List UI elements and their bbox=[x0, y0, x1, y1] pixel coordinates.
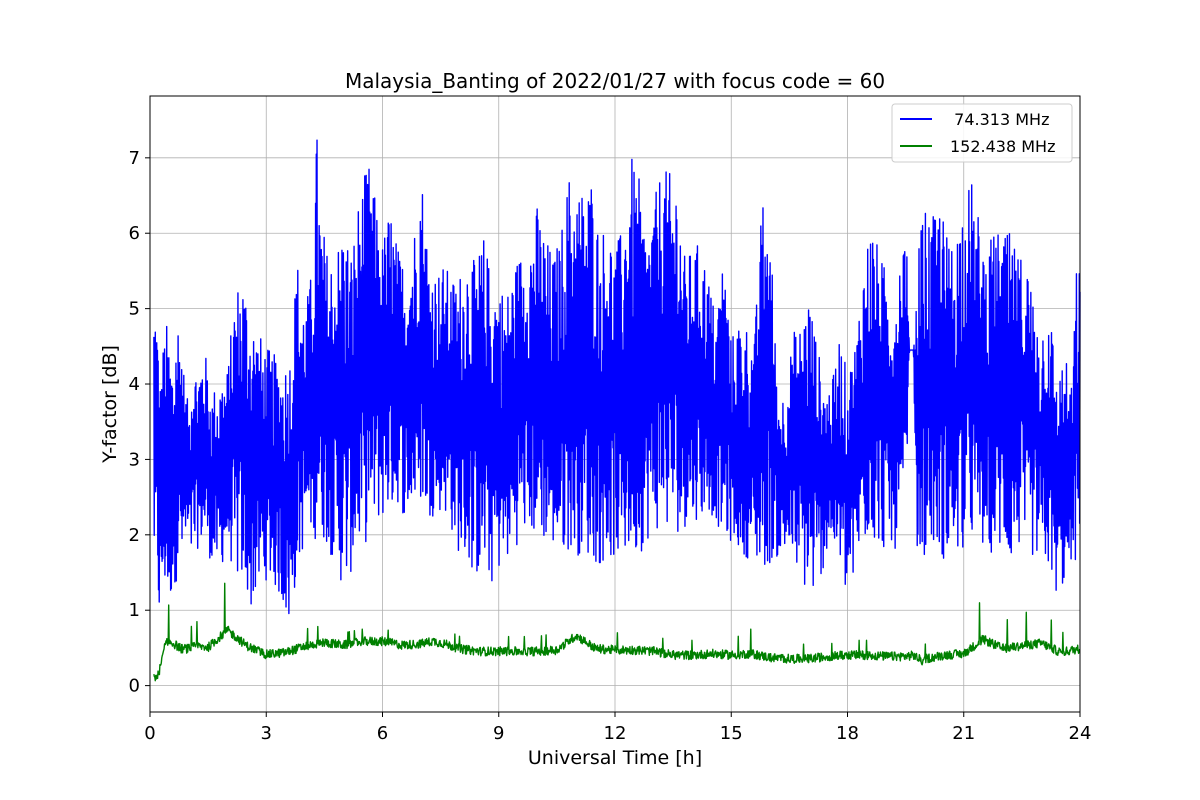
y-tick-label: 3 bbox=[129, 449, 140, 470]
y-tick-label: 0 bbox=[129, 676, 140, 697]
y-tick-label: 7 bbox=[129, 148, 140, 169]
x-axis: 0 3 6 9 12 15 18 21 24 bbox=[144, 712, 1091, 744]
x-tick-label: 12 bbox=[604, 723, 627, 744]
x-tick-label: 21 bbox=[952, 723, 975, 744]
x-tick-label: 24 bbox=[1069, 723, 1092, 744]
legend: 74.313 MHz 152.438 MHz bbox=[891, 103, 1073, 163]
y-tick-label: 5 bbox=[129, 299, 140, 320]
y-axis: 0 1 2 3 4 5 6 7 bbox=[129, 148, 150, 697]
x-tick-label: 15 bbox=[720, 723, 743, 744]
legend-box bbox=[891, 103, 1073, 163]
legend-label-152mhz: 152.438 MHz bbox=[950, 137, 1055, 156]
y-tick-label: 4 bbox=[129, 374, 140, 395]
y-tick-label: 6 bbox=[129, 223, 140, 244]
series-152mhz-line bbox=[153, 582, 1081, 682]
y-tick-label: 1 bbox=[129, 600, 140, 621]
x-axis-label: Universal Time [h] bbox=[528, 747, 702, 769]
x-tick-label: 3 bbox=[261, 723, 272, 744]
chart-title: Malaysia_Banting of 2022/01/27 with focu… bbox=[345, 69, 885, 93]
y-axis-label: Y-factor [dB] bbox=[99, 345, 121, 464]
x-tick-label: 18 bbox=[836, 723, 859, 744]
x-tick-label: 0 bbox=[144, 723, 155, 744]
x-tick-label: 9 bbox=[493, 723, 504, 744]
series-layer bbox=[153, 139, 1081, 682]
legend-label-74mhz: 74.313 MHz bbox=[944, 110, 1049, 129]
x-tick-label: 6 bbox=[377, 723, 388, 744]
y-tick-label: 2 bbox=[129, 525, 140, 546]
series-74mhz-line bbox=[153, 139, 1081, 615]
